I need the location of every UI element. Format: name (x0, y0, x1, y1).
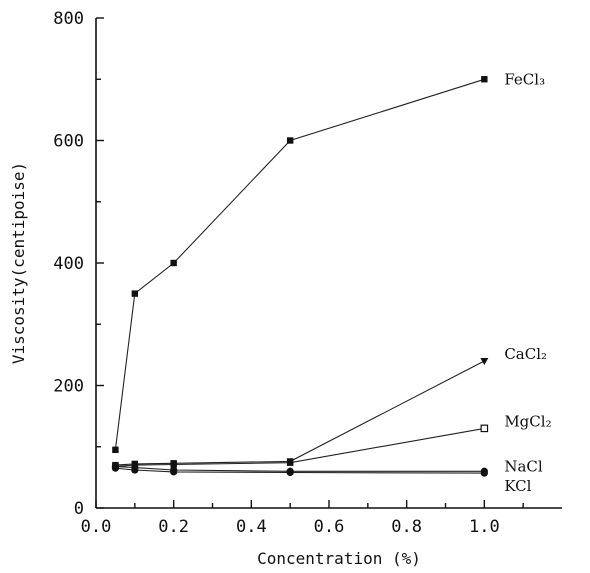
data-point (131, 290, 139, 297)
y-tick-label: 400 (53, 254, 84, 274)
series-labels: FeCl₃ CaCl₂ MgCl₂ NaCl KCl (504, 70, 551, 495)
x-tick-label: 0.0 (81, 517, 112, 537)
data-point (170, 461, 177, 468)
x-tick-label: 0.6 (314, 517, 345, 537)
data-point (131, 466, 139, 474)
y-tick-label: 200 (53, 377, 84, 397)
data-point (112, 446, 119, 454)
x-tick-label: 0.2 (158, 517, 189, 537)
series-fecl- (112, 76, 488, 454)
series-label-mgcl-: MgCl₂ (504, 412, 551, 430)
y-axis-title: Viscosity(centipoise) (9, 162, 28, 364)
data-point (111, 464, 120, 472)
x-tick-label: 1.0 (469, 517, 500, 537)
data-point (286, 137, 294, 144)
x-tick-label: 0.8 (391, 517, 422, 537)
data-point (480, 424, 489, 433)
series-label-cacl-: CaCl₂ (504, 345, 547, 363)
series-kcl (111, 464, 488, 477)
y-tick-label: 600 (53, 132, 84, 152)
data-point (480, 469, 488, 477)
series-cacl- (112, 358, 489, 469)
x-axis-title: Concentration (%) (257, 549, 421, 568)
x-tick-label: 0.4 (236, 517, 267, 537)
data-point (480, 358, 489, 365)
data-point (170, 259, 177, 267)
series-line (115, 360, 485, 466)
data-point (286, 459, 294, 466)
series-layer (111, 76, 489, 477)
axes: 0 200 400 600 800 0.0 0.2 0.4 0.6 0.8 1.0 (53, 9, 562, 537)
data-point (286, 468, 294, 477)
data-point (481, 76, 488, 83)
y-tick-label: 0 (74, 499, 84, 519)
series-label-kcl: KCl (504, 477, 531, 495)
data-point (170, 468, 178, 476)
series-label-nacl: NaCl (504, 457, 543, 475)
series-label-fecl-: FeCl₃ (504, 70, 545, 88)
y-tick-label: 800 (53, 9, 84, 29)
